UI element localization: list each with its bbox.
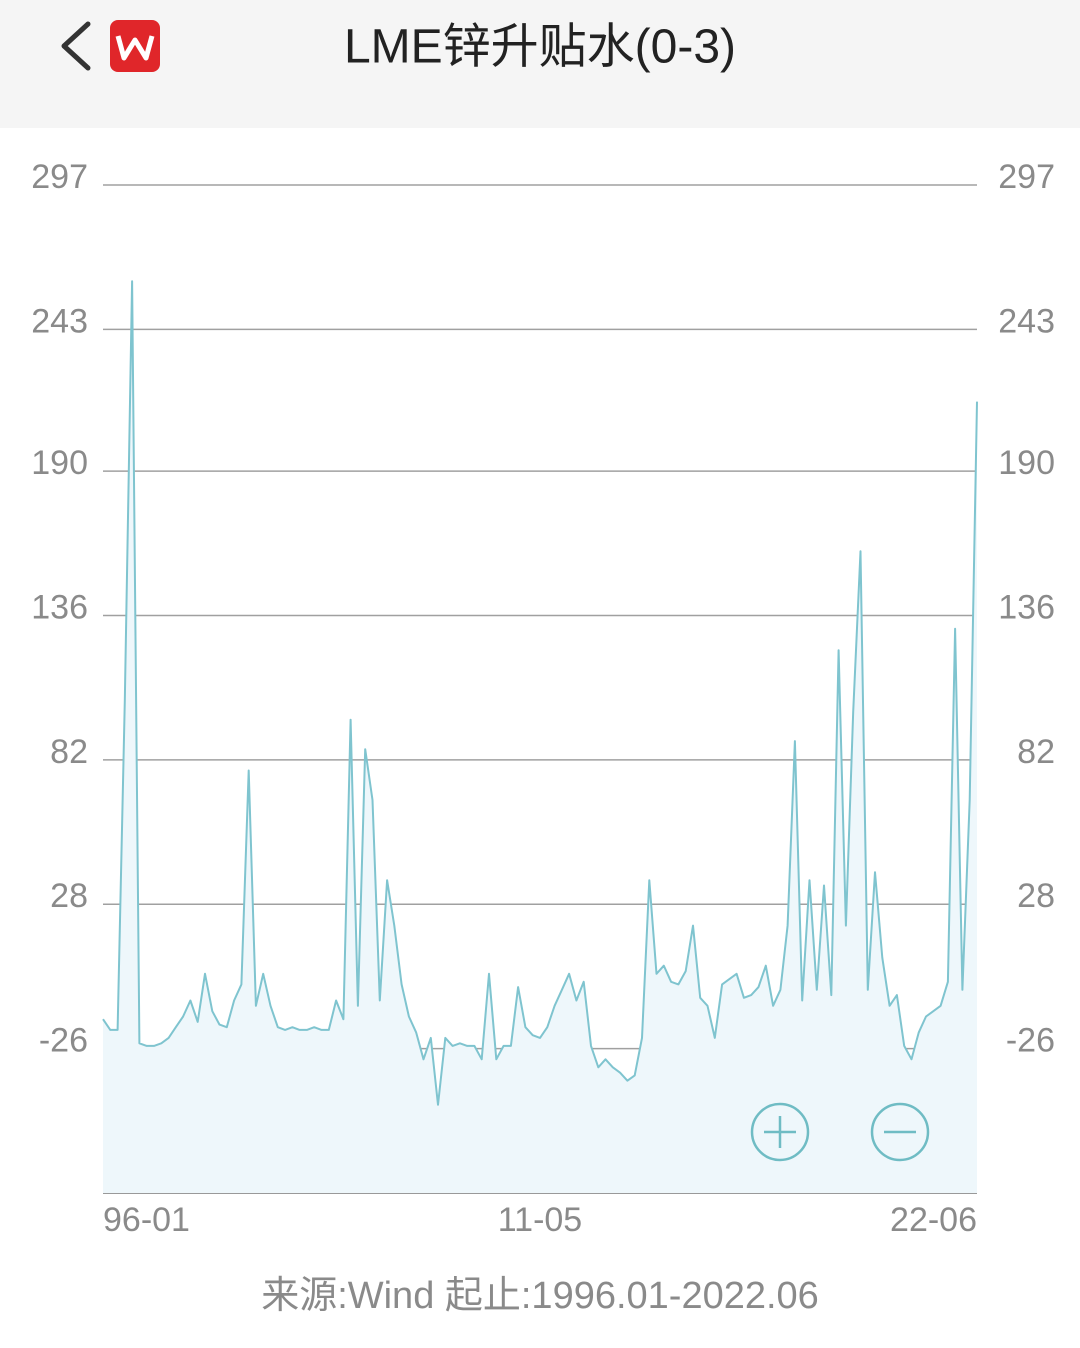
y-tick-label-left: 82 [50, 733, 88, 771]
zoom-in-icon[interactable] [764, 1116, 796, 1148]
y-tick-label-right: -26 [1006, 1022, 1055, 1060]
zoom-in-circle[interactable] [750, 1102, 810, 1162]
back-button[interactable] [61, 21, 91, 71]
y-tick-label-right: 190 [998, 444, 1055, 482]
x-tick-label: 11-05 [498, 1201, 582, 1239]
y-tick-label-right: 136 [998, 588, 1055, 626]
y-tick-label-left: 243 [31, 302, 88, 340]
zoom-out-circle[interactable] [870, 1102, 930, 1162]
y-tick-label-right: 243 [998, 302, 1055, 340]
zoom-out-button[interactable] [870, 1102, 930, 1162]
y-tick-label-left: 297 [31, 158, 88, 196]
header-bar [0, 0, 1080, 128]
y-tick-label-right: 297 [998, 158, 1055, 196]
x-tick-label: 96-01 [103, 1201, 190, 1239]
plot: -26 -26 28 28 82 82 136 136 190 190 243 243 297 297 96… [31, 158, 1055, 1239]
line [102, 280, 978, 1106]
area [103, 281, 977, 1193]
y-tick-label-right: 28 [1017, 877, 1055, 915]
chart-title: LME锌升贴水(0-3) [344, 21, 736, 74]
source-note: 来源:Wind 起止:1996.01-2022.06 [261, 1275, 819, 1317]
y-tick-label-left: 190 [31, 444, 88, 482]
y-tick-label-right: 82 [1017, 733, 1055, 771]
x-tick-label: 22-06 [890, 1201, 977, 1239]
y-tick-label-left: 28 [50, 877, 88, 915]
y-tick-label-left: -26 [39, 1022, 88, 1060]
zoom-in-button[interactable] [750, 1102, 810, 1162]
app-icon-w [115, 35, 155, 61]
y-tick-label-left: 136 [31, 588, 88, 626]
app-icon[interactable] [110, 20, 160, 72]
